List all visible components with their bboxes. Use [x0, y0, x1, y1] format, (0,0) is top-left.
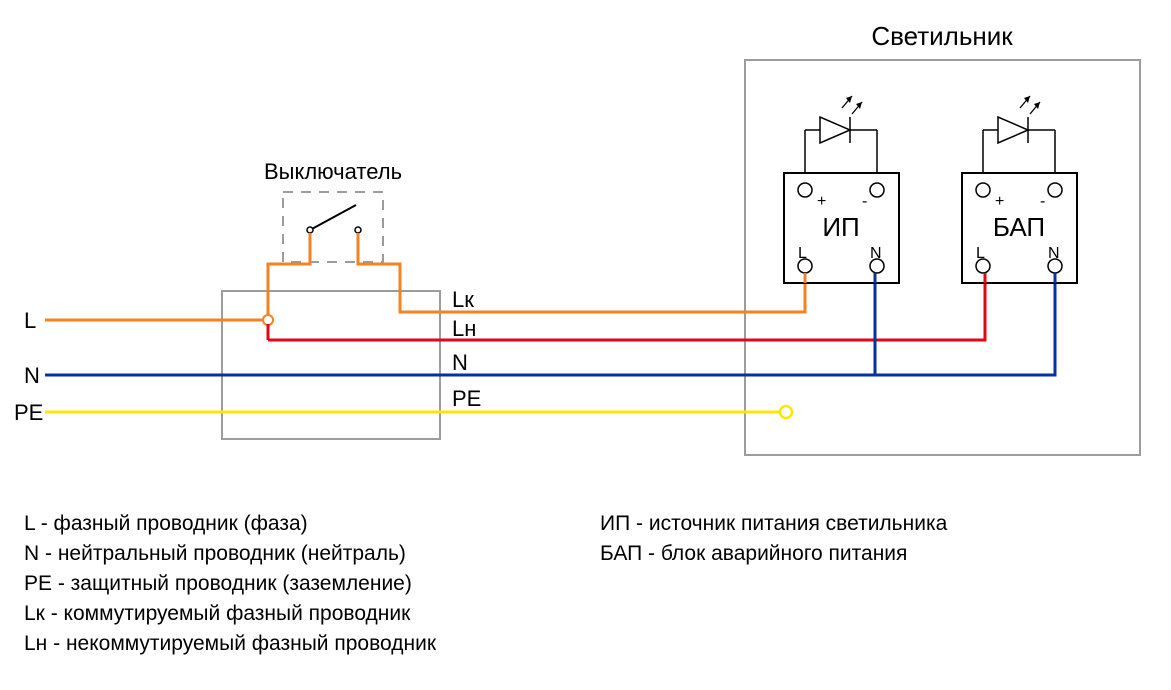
- psu-led-icon: [820, 96, 862, 143]
- bap-label: БАП: [993, 212, 1045, 242]
- switch-contact: [355, 227, 361, 233]
- switch-hinge: [307, 227, 313, 233]
- legend-left-3: Lк - коммутируемый фазный проводник: [24, 602, 411, 625]
- label-N-mid: N: [452, 350, 468, 375]
- legend-left-0: L - фазный проводник (фаза): [24, 512, 308, 535]
- wire-L-to-switch: [268, 233, 310, 320]
- bap-led-icon: [998, 96, 1040, 143]
- bap-L: L: [976, 245, 985, 262]
- legend-left-4: Lн - некоммутируемый фазный проводник: [24, 632, 437, 655]
- label-Ln: Lн: [452, 316, 476, 341]
- legend-left-1: N - нейтральный проводник (нейтраль): [24, 542, 406, 565]
- label-PE-mid: PE: [452, 386, 481, 411]
- label-N-left: N: [24, 363, 40, 388]
- wiring-diagram: Светильник Выключатель L Lк Lн N N PE PE…: [0, 0, 1171, 690]
- switch-lever: [310, 205, 356, 230]
- legend-left-2: PE - защитный проводник (заземление): [24, 572, 412, 595]
- psu-minus: -: [862, 193, 867, 210]
- wire-N-branch: [875, 283, 1055, 375]
- psu-plus: +: [817, 193, 826, 210]
- bap-minus: -: [1040, 193, 1045, 210]
- label-L: L: [24, 308, 36, 333]
- psu-block: ИП + - L N: [784, 130, 899, 283]
- node-PE: [780, 406, 792, 418]
- legend-right-0: ИП - источник питания светильника: [600, 512, 948, 535]
- wire-Lk: [358, 233, 805, 312]
- switch-title: Выключатель: [264, 159, 402, 184]
- bap-plus: +: [995, 193, 1004, 210]
- legend-right-1: БАП - блок аварийного питания: [600, 542, 907, 565]
- node-L: [263, 315, 273, 325]
- switch-box: [283, 192, 383, 262]
- psu-label: ИП: [822, 212, 859, 242]
- bap-block: БАП + - L N: [962, 130, 1077, 283]
- bap-N: N: [1048, 245, 1060, 262]
- label-PE-left: PE: [14, 400, 43, 425]
- label-Lk: Lк: [452, 287, 474, 312]
- luminaire-title: Светильник: [871, 21, 1013, 51]
- psu-L: L: [798, 245, 807, 262]
- psu-N: N: [870, 245, 882, 262]
